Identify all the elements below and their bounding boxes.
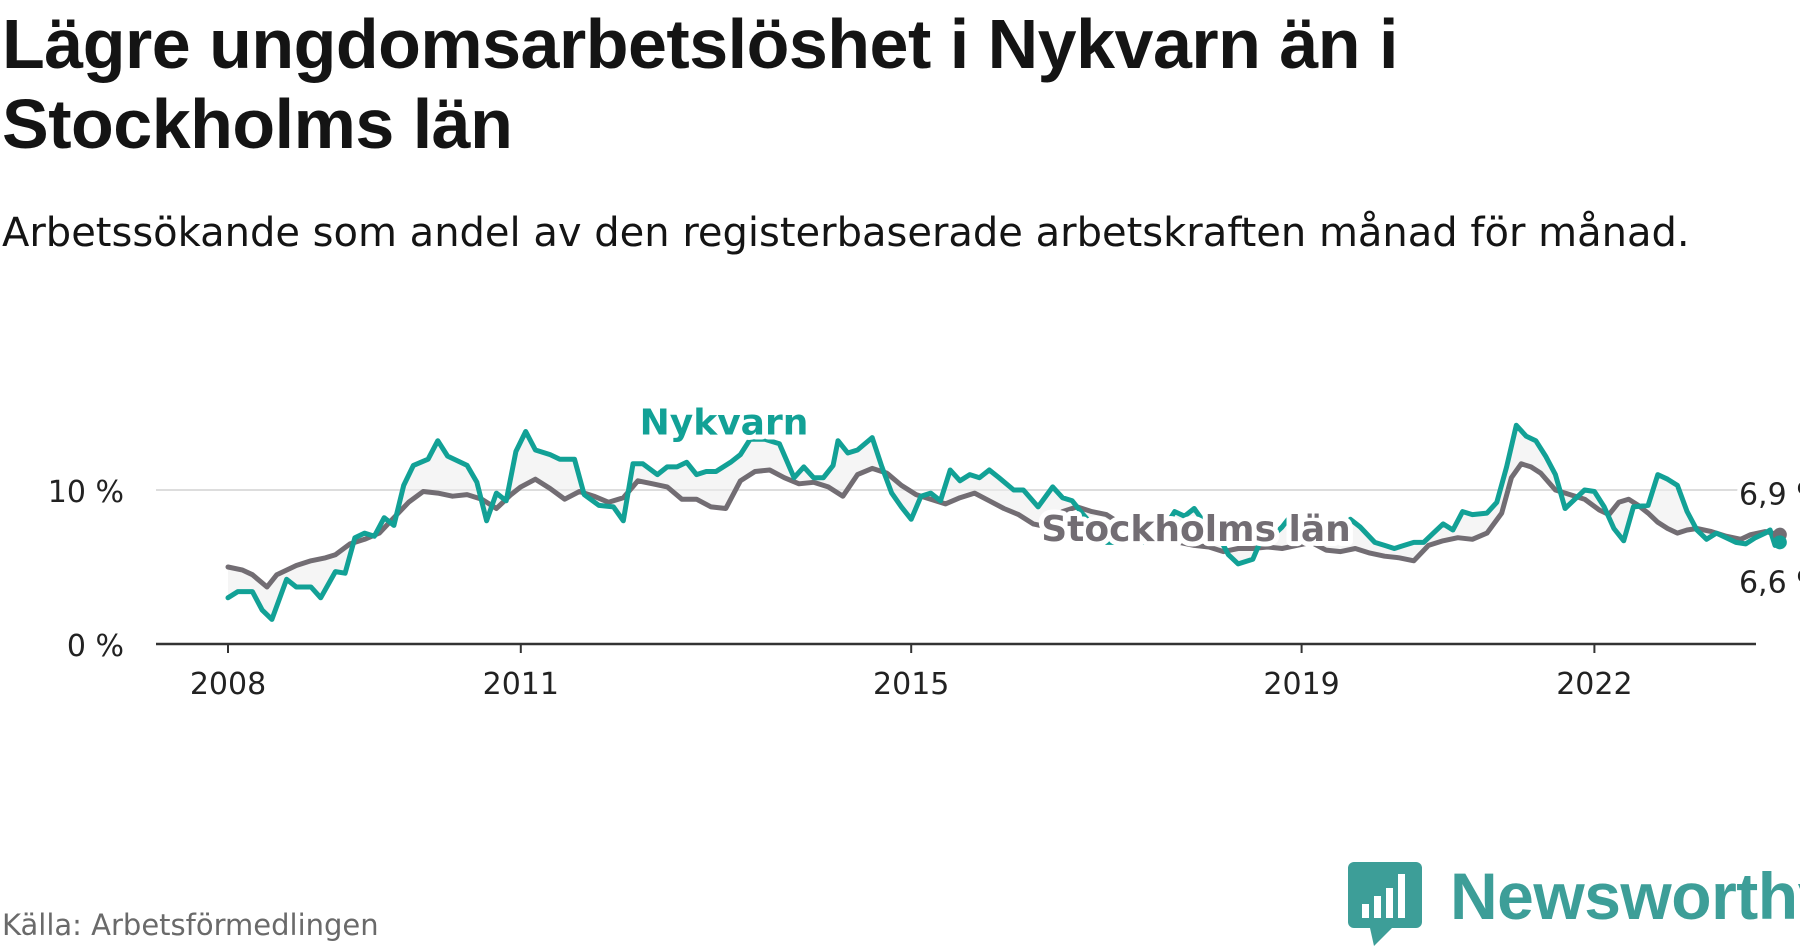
end-label-stockholm: 6,9 % — [1739, 478, 1800, 513]
series-lines — [225, 422, 1787, 622]
end-label-nykvarn-halo: 6,6 % — [1739, 565, 1800, 600]
bar-chart-icon — [1348, 862, 1422, 946]
series-label-nykvarn: Nykvarn — [640, 403, 809, 444]
y-tick-label: 0 % — [67, 629, 124, 664]
series-label-nykvarn-halo: Nykvarn — [640, 403, 809, 444]
chart-subtitle: Arbetssökande som andel av den registerb… — [2, 210, 1690, 256]
chart-title: Lägre ungdomsarbetslöshet i Nykvarn än i… — [2, 5, 1398, 163]
x-tick-label: 2011 — [483, 667, 559, 702]
series-label-stockholm: Stockholms län — [1041, 509, 1351, 550]
end-label-stockholm-halo: 6,9 % — [1739, 478, 1800, 513]
x-tick-label: 2019 — [1263, 667, 1339, 702]
x-tick-label: 2008 — [190, 667, 266, 702]
newsworthy-logo — [1348, 862, 1422, 946]
series-label-stockholm-halo: Stockholms län — [1041, 509, 1351, 550]
brand-name: Newsworthy — [1450, 859, 1800, 933]
difference-area — [228, 425, 1780, 620]
x-tick-label: 2015 — [873, 667, 949, 702]
axes — [156, 642, 1756, 653]
difference-band — [228, 425, 1780, 620]
series-line-nykvarn — [225, 422, 1783, 622]
line-chart: 0 %10 %2008 2011 2015 2019 2022NykvarnNykvar… — [48, 398, 1800, 702]
end-marker-nykvarn — [1772, 535, 1787, 550]
x-tick-label: 2022 — [1556, 667, 1632, 702]
y-tick-label: 10 % — [48, 475, 124, 510]
chart-labels: 0 %10 %2008 2011 2015 2019 2022NykvarnNykvar… — [48, 398, 1800, 702]
source-note: Källa: Arbetsförmedlingen — [2, 908, 379, 942]
end-label-nykvarn: 6,6 % — [1739, 565, 1800, 600]
